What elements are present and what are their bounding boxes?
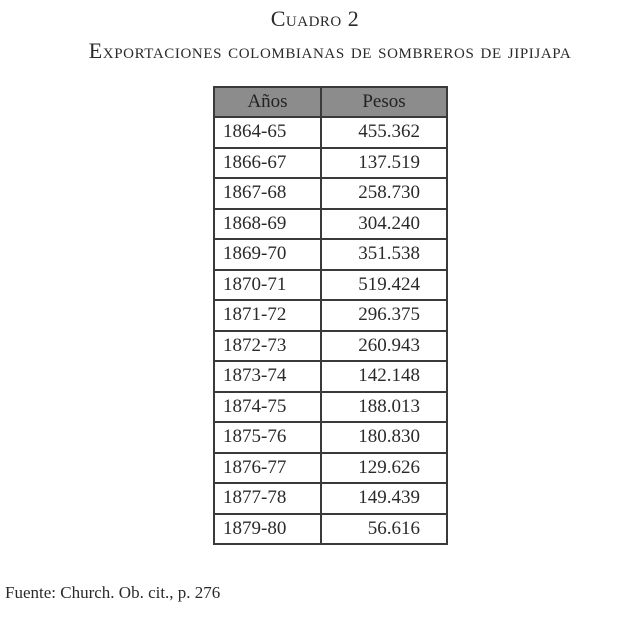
year-cell: 1871-72 [213, 299, 322, 332]
table-row: 1866-67 137.519 [213, 146, 448, 179]
year-cell: 1879-80 [213, 512, 322, 545]
year-cell: 1864-65 [213, 116, 322, 149]
table-row: 1877-78 149.439 [213, 482, 448, 515]
header-pesos: Pesos [320, 86, 448, 118]
year-cell: 1869-70 [213, 238, 322, 271]
table-row: 1879-80 56.616 [213, 512, 448, 545]
pesos-cell: 149.439 [320, 482, 448, 515]
pesos-cell: 304.240 [320, 207, 448, 240]
table-row: 1871-72 296.375 [213, 299, 448, 332]
year-cell: 1868-69 [213, 207, 322, 240]
table-row: 1875-76 180.830 [213, 421, 448, 454]
pesos-cell: 260.943 [320, 329, 448, 362]
table-row: 1867-68 258.730 [213, 177, 448, 210]
year-cell: 1876-77 [213, 451, 322, 484]
table-row: 1869-70 351.538 [213, 238, 448, 271]
year-cell: 1874-75 [213, 390, 322, 423]
table-row: 1868-69 304.240 [213, 207, 448, 240]
year-cell: 1875-76 [213, 421, 322, 454]
table-row: 1870-71 519.424 [213, 268, 448, 301]
exports-table: Años Pesos 1864-65 455.362 1866-67 137.519 1… [213, 86, 448, 545]
table-row: 1876-77 129.626 [213, 451, 448, 484]
year-cell: 1867-68 [213, 177, 322, 210]
pesos-cell: 180.830 [320, 421, 448, 454]
table-row: 1873-74 142.148 [213, 360, 448, 393]
table-row: 1874-75 188.013 [213, 390, 448, 423]
pesos-cell: 142.148 [320, 360, 448, 393]
pesos-cell: 455.362 [320, 116, 448, 149]
pesos-cell: 258.730 [320, 177, 448, 210]
pesos-cell: 519.424 [320, 268, 448, 301]
pesos-cell: 56.616 [320, 512, 448, 545]
year-cell: 1872-73 [213, 329, 322, 362]
source-note: Fuente: Church. Ob. cit., p. 276 [5, 583, 221, 602]
table-subtitle: Exportaciones colombianas de sombreros d… [88, 38, 572, 63]
table-title: Cuadro 2 [270, 6, 360, 31]
table-header-row: Años Pesos [213, 86, 448, 118]
year-cell: 1877-78 [213, 482, 322, 515]
table-row: 1872-73 260.943 [213, 329, 448, 362]
header-years: Años [213, 86, 322, 118]
pesos-cell: 296.375 [320, 299, 448, 332]
year-cell: 1870-71 [213, 268, 322, 301]
pesos-cell: 188.013 [320, 390, 448, 423]
year-cell: 1866-67 [213, 146, 322, 179]
pesos-cell: 137.519 [320, 146, 448, 179]
pesos-cell: 351.538 [320, 238, 448, 271]
pesos-cell: 129.626 [320, 451, 448, 484]
year-cell: 1873-74 [213, 360, 322, 393]
table-row: 1864-65 455.362 [213, 116, 448, 149]
